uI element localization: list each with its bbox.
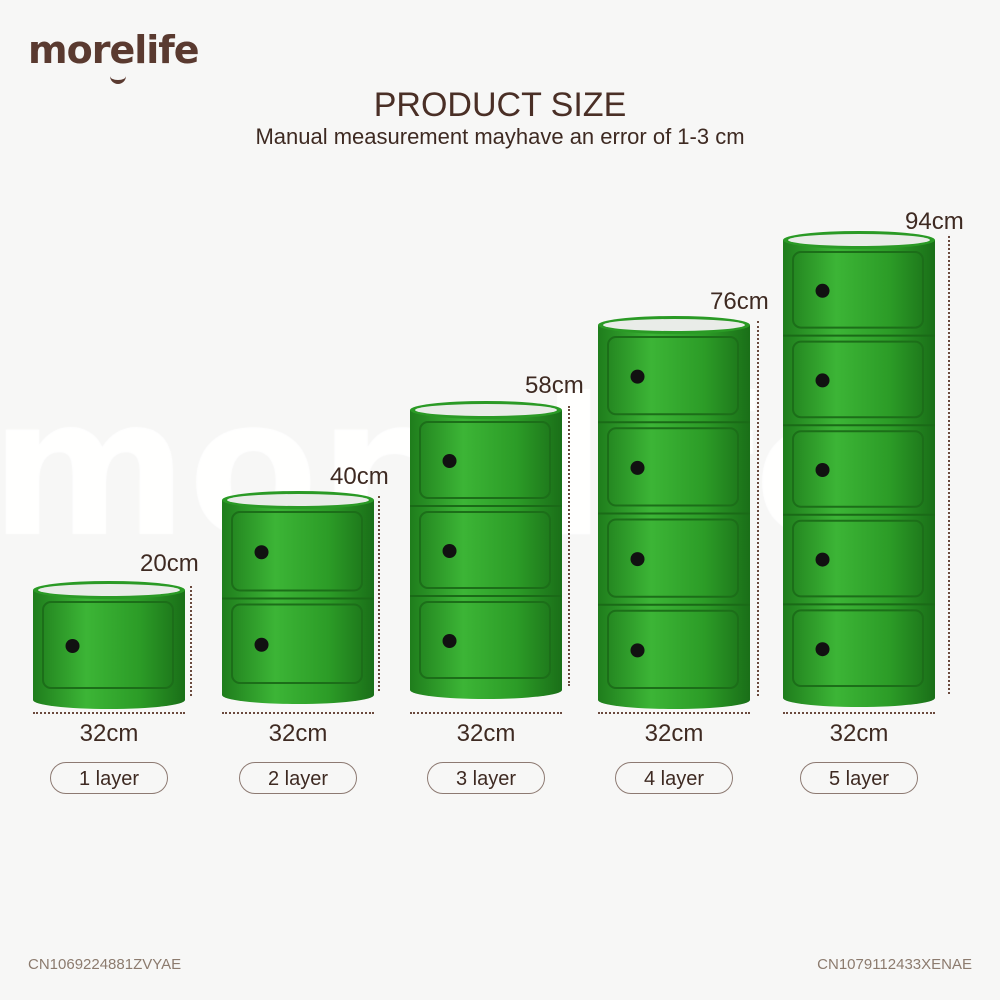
drawer-handle-hole — [254, 637, 269, 652]
drawer-handle-hole — [254, 545, 269, 560]
drawer — [607, 427, 739, 507]
height-label: 58cm — [525, 372, 584, 399]
brand-logo: morelife — [28, 28, 200, 84]
height-label: 94cm — [905, 208, 964, 235]
drawer-handle-hole — [815, 642, 830, 657]
width-label: 32cm — [644, 720, 704, 747]
drawer — [607, 609, 739, 689]
width-dimension-line — [783, 712, 935, 714]
drawer — [419, 601, 551, 679]
drawer — [607, 518, 739, 598]
page-subtitle: Manual measurement mayhave an error of 1… — [255, 124, 745, 149]
height-label: 76cm — [710, 288, 769, 315]
drawer — [419, 511, 551, 589]
logo-text: morelife — [28, 28, 200, 72]
cabinet-2-layer — [222, 491, 374, 704]
height-dimension-line — [190, 586, 192, 696]
cabinet-3-layer — [410, 401, 562, 699]
drawer — [231, 603, 363, 684]
drawer-handle-hole — [815, 373, 830, 388]
layer-option-3[interactable]: 3 layer — [427, 762, 545, 794]
drawer-handle-hole — [815, 283, 830, 298]
drawer-handle-hole — [442, 634, 457, 648]
drawer-handle-hole — [442, 454, 457, 468]
layer-option-5[interactable]: 5 layer — [800, 762, 918, 794]
width-label: 32cm — [268, 720, 328, 747]
product-code-left: CN1069224881ZVYAE — [28, 956, 182, 973]
height-dimension-line — [568, 406, 570, 686]
layer-option-4[interactable]: 4 layer — [615, 762, 733, 794]
width-dimension-line — [33, 712, 185, 714]
width-label: 32cm — [79, 720, 139, 747]
logo-smile — [110, 72, 126, 84]
cabinet-1-layer — [33, 581, 185, 709]
drawer-handle-hole — [630, 643, 645, 658]
drawer-handle-hole — [630, 460, 645, 475]
width-dimension-line — [410, 712, 562, 714]
product-code-right: CN1079112433XENAE — [817, 956, 972, 973]
height-dimension-line — [757, 321, 759, 696]
drawer-handle-hole — [630, 552, 645, 567]
height-label: 40cm — [330, 463, 389, 490]
height-dimension-line — [378, 496, 380, 691]
drawer — [607, 336, 739, 416]
drawer — [419, 421, 551, 499]
drawer-handle-hole — [442, 544, 457, 558]
layer-option-2[interactable]: 2 layer — [239, 762, 357, 794]
drawer — [231, 511, 363, 592]
cabinet-4-layer — [598, 316, 750, 709]
drawer — [792, 251, 924, 329]
page-title: PRODUCT SIZE — [373, 86, 627, 124]
drawer-handle-hole — [815, 552, 830, 567]
layer-option-1[interactable]: 1 layer — [50, 762, 168, 794]
drawer — [42, 601, 174, 689]
cabinet-5-layer — [783, 231, 935, 707]
width-dimension-line — [222, 712, 374, 714]
width-label: 32cm — [456, 720, 516, 747]
drawer-handle-hole — [630, 369, 645, 384]
drawer — [792, 519, 924, 598]
width-dimension-line — [598, 712, 750, 714]
drawer — [792, 340, 924, 419]
drawer — [792, 430, 924, 508]
height-dimension-line — [948, 236, 950, 694]
width-label: 32cm — [829, 720, 889, 747]
height-label: 20cm — [140, 550, 199, 577]
drawer-handle-hole — [815, 463, 830, 477]
drawer-handle-hole — [65, 639, 80, 653]
drawer — [792, 609, 924, 687]
